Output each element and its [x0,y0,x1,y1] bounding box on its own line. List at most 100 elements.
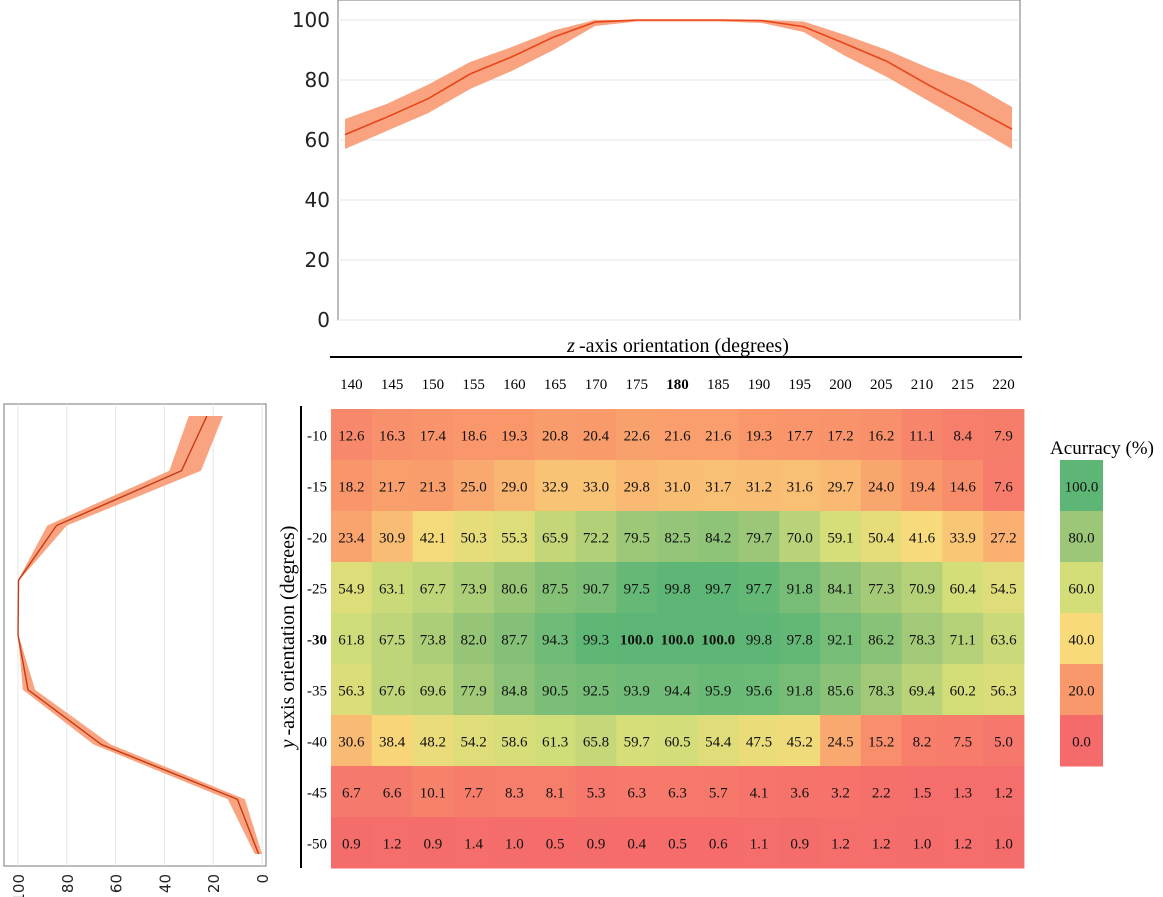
heatmap-cell-value: 99.7 [705,582,732,598]
heatmap-cell-value: 7.9 [994,429,1013,445]
y-profile-line [17,415,260,855]
heatmap-cell-value: 10.1 [420,786,446,802]
heatmap-cell-value: 16.3 [379,429,405,445]
heatmap-cell [575,664,617,716]
heatmap-cell [779,511,821,563]
z-profile-y-tick-label: 80 [305,68,330,92]
heatmap-column-label: 165 [544,377,567,393]
heatmap-cell-value: 97.8 [787,633,813,649]
heatmap-row-label: -45 [307,786,327,802]
heatmap-cell-value: 100.0 [701,633,735,649]
heatmap-cell-value: 50.4 [868,531,895,547]
heatmap-cell-value: 84.8 [501,684,527,700]
heatmap-column-label: 175 [625,377,648,393]
heatmap-cell [494,715,536,767]
heatmap-cell-value: 31.0 [664,480,690,496]
heatmap-cell [534,613,577,665]
heatmap-cell [779,613,821,665]
z-profile-confidence-band [345,20,1012,149]
heatmap-cell-value: 24.5 [827,735,853,751]
heatmap-cell-value: 70.9 [909,582,935,598]
heatmap-cell-value: 82.5 [664,531,690,547]
heatmap-cell [575,715,617,767]
heatmap-cell [453,409,495,461]
heatmap-cell-value: 86.2 [868,633,894,649]
heatmap-cell-value: 0.5 [668,837,687,853]
heatmap-cell [983,409,1025,461]
legend-swatch [1060,715,1103,767]
heatmap-cell [738,613,780,665]
heatmap-column-label: 205 [870,377,893,393]
heatmap-cell [860,562,903,614]
heatmap-cell-value: 71.1 [950,633,976,649]
legend-entry-label: 0.0 [1072,735,1091,751]
heatmap-cell [901,817,943,869]
heatmap-column-label: 210 [911,377,934,393]
heatmap-cell-value: 61.3 [542,735,568,751]
heatmap-cell-value: 7.6 [994,480,1013,496]
heatmap-cell-value: 8.2 [913,735,932,751]
heatmap-cell [494,409,536,461]
heatmap-cell [331,817,373,869]
z-axis-title: z -axis orientation (degrees) [566,335,789,357]
heatmap-column-label: 170 [585,377,608,393]
heatmap-cell [534,766,577,818]
heatmap-cell-value: 1.0 [913,837,932,853]
heatmap-cell [453,715,495,767]
y-profile-x-tick-label: 100 [10,874,28,897]
heatmap-cell-value: 42.1 [420,531,446,547]
heatmap-cell [412,409,454,461]
heatmap-cell [738,511,780,563]
heatmap-cell-value: 78.3 [909,633,935,649]
heatmap-cell-value: 85.6 [827,684,854,700]
heatmap-cell [983,817,1025,869]
heatmap-cell-value: 21.6 [664,429,691,445]
heatmap-cell-value: 21.7 [379,480,406,496]
y-axis-title: y-axis orientation (degrees) [277,526,299,751]
heatmap-cell [942,664,984,716]
heatmap-cell-value: 27.2 [990,531,1016,547]
heatmap-column-label: 195 [788,377,811,393]
heatmap-cell [575,613,617,665]
heatmap-column-labels: 140 145 150 155 160 165 170 175 180 185 190 195 200 2… [340,377,1015,393]
heatmap-cell-value: 54.9 [338,582,364,598]
heatmap-column-label: 190 [748,377,771,393]
heatmap-cell-value: 79.7 [746,531,773,547]
heatmap-cell-value: 5.0 [994,735,1013,751]
heatmap-column-label: 185 [707,377,730,393]
heatmap-cell [657,766,699,818]
heatmap-cell [331,409,373,461]
heatmap-cell-value: 95.6 [746,684,773,700]
heatmap-cell-value: 1.5 [913,786,932,802]
heatmap-cell-value: 99.8 [664,582,690,598]
heatmap-cell-value: 38.4 [379,735,406,751]
heatmap-cell [779,664,821,716]
heatmap-column-label: 220 [992,377,1015,393]
heatmap-cell-value: 54.5 [990,582,1016,598]
heatmap-cell-value: 91.8 [787,582,813,598]
heatmap-cell-value: 3.6 [790,786,809,802]
heatmap-cell [494,562,536,614]
heatmap-cell [983,613,1025,665]
heatmap-cell-value: 0.9 [424,837,443,853]
heatmap-cell [453,766,495,818]
heatmap-cell-value: 59.7 [624,735,651,751]
heatmap-cell [901,715,943,767]
heatmap-cell-value: 1.2 [383,837,402,853]
heatmap-cell [983,664,1025,716]
heatmap-cell [534,715,577,767]
heatmap-cell [371,460,414,512]
heatmap-cell [983,460,1025,512]
heatmap-column-label: 140 [340,377,363,393]
heatmap-cell [697,511,740,563]
legend-entry-label: 20.0 [1068,684,1094,700]
heatmap-cell [534,460,577,512]
heatmap-cell-value: 5.3 [587,786,606,802]
heatmap-cell [738,715,780,767]
heatmap-cell-value: 18.6 [461,429,488,445]
heatmap-cell-value: 6.6 [383,786,402,802]
heatmap-cell [779,766,821,818]
legend-swatch [1060,664,1103,716]
heatmap-cell [820,715,862,767]
heatmap-row-label: -30 [307,633,327,649]
